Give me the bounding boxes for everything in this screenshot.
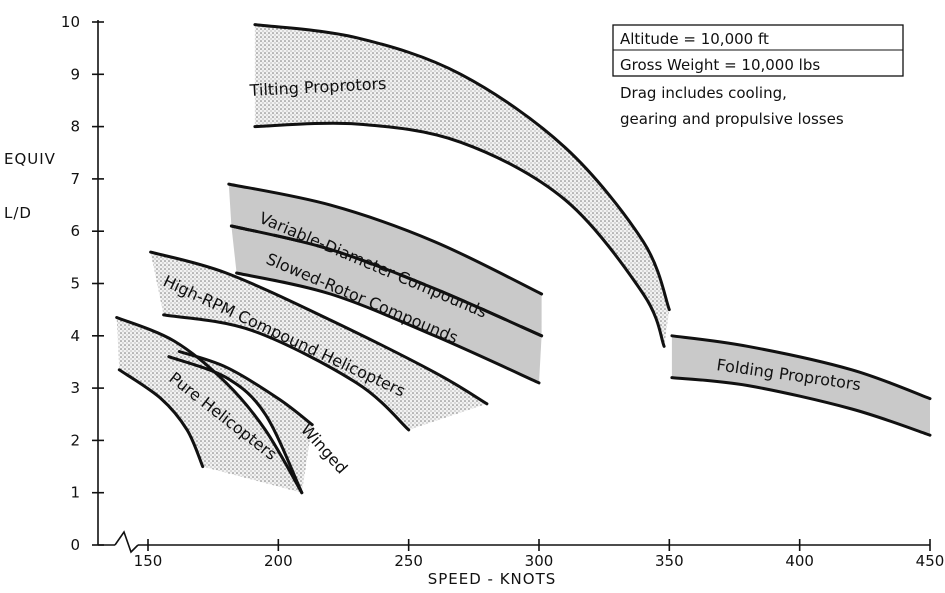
annotation-drag-line-2: gearing and propulsive losses — [620, 110, 844, 128]
y-axis-title-line-2: L/D — [4, 204, 32, 222]
curve-upper-pure-helicopters — [115, 316, 304, 495]
x-axis-break-mark — [114, 530, 139, 554]
curve-upper-high-rpm-compound-helicopters — [149, 250, 489, 406]
y-tick-label-0: 0 — [70, 536, 80, 554]
x-tick-label-400: 400 — [785, 552, 814, 570]
curve-upper-slowed-rotor-compounds — [229, 224, 544, 338]
x-axis-title: SPEED - KNOTS — [428, 570, 557, 588]
x-tick-label-450: 450 — [916, 552, 945, 570]
band-folding-proprotors — [671, 335, 930, 436]
band-high-rpm-compound-helicopters — [150, 252, 487, 430]
curve-upper-winged — [177, 350, 314, 427]
annotation-altitude: Altitude = 10,000 ft — [620, 30, 769, 48]
axes — [97, 20, 930, 554]
x-tick-label-250: 250 — [394, 552, 423, 570]
x-tick-label-350: 350 — [655, 552, 684, 570]
annotation-gross-weight: Gross Weight = 10,000 lbs — [620, 56, 820, 74]
annotation-drag-line-1: Drag includes cooling, — [620, 84, 787, 102]
y-axis-title-line-1: EQUIV — [4, 150, 56, 168]
band-pure-helicopters — [116, 317, 302, 493]
y-ticks: 0 1 2 3 4 5 6 7 8 9 10 — [61, 13, 104, 554]
curve-upper-variable-diameter-compounds — [227, 182, 544, 296]
curve-lower-pure-helicopters — [117, 368, 205, 469]
curve-lower-folding-proprotors — [670, 376, 932, 437]
y-tick-label-4: 4 — [70, 327, 80, 345]
annotation: Altitude = 10,000 ft Gross Weight = 10,0… — [612, 24, 904, 128]
bands-layer — [116, 24, 930, 493]
y-tick-label-8: 8 — [70, 118, 80, 136]
y-tick-label-10: 10 — [61, 13, 80, 31]
y-tick-label-3: 3 — [70, 379, 80, 397]
curve-lower-tilting-proprotors — [253, 121, 666, 348]
curve-lower-high-rpm-compound-helicopters — [162, 313, 411, 432]
curve-upper-folding-proprotors — [670, 334, 932, 401]
x-tick-label-300: 300 — [525, 552, 554, 570]
x-tick-label-200: 200 — [264, 552, 293, 570]
band-tilting-proprotors — [254, 24, 670, 347]
y-tick-label-7: 7 — [70, 170, 80, 188]
curve-lower-winged — [167, 355, 304, 495]
curve-lower-slowed-rotor-compounds — [235, 271, 541, 385]
x-ticks: 150 200 250 300 350 400 450 — [134, 539, 945, 570]
y-tick-label-2: 2 — [70, 431, 80, 449]
band-winged — [168, 351, 313, 493]
y-tick-label-6: 6 — [70, 222, 80, 240]
y-tick-label-5: 5 — [70, 275, 80, 293]
curves-layer — [115, 23, 932, 495]
curve-upper-tilting-proprotors — [253, 23, 671, 312]
y-tick-label-9: 9 — [70, 65, 80, 83]
x-tick-label-150: 150 — [134, 552, 163, 570]
band-variable-diameter-compounds — [228, 184, 542, 336]
band-slowed-rotor-compounds — [231, 226, 542, 383]
y-tick-label-1: 1 — [70, 484, 80, 502]
